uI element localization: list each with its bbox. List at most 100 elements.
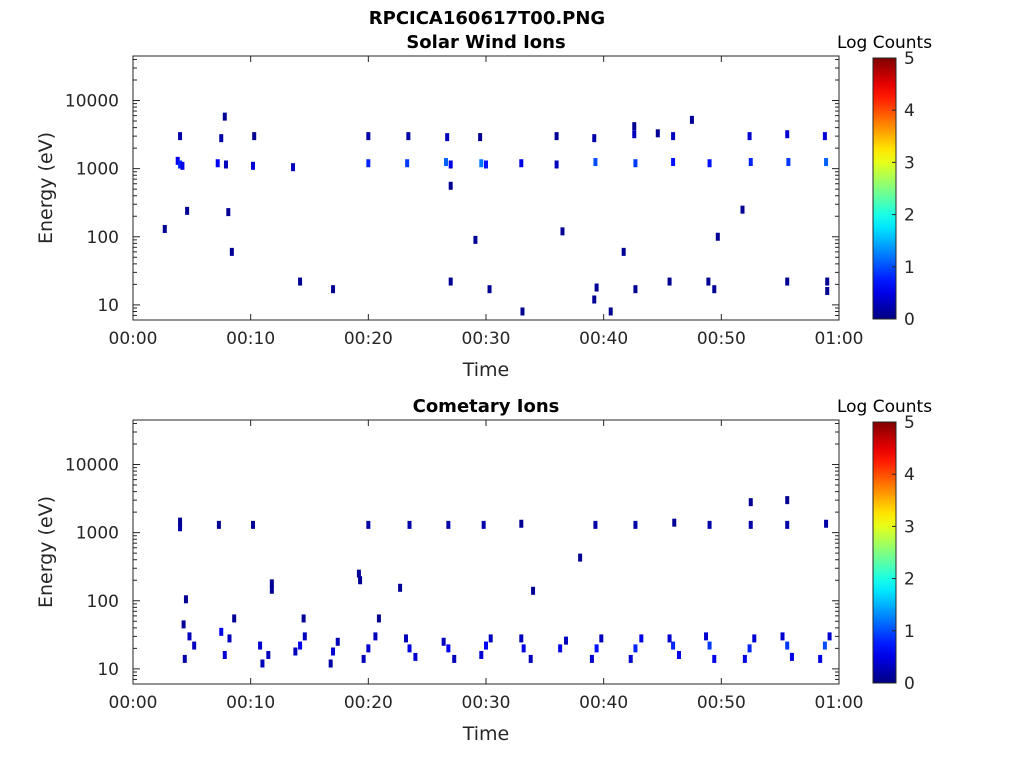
colorbar-tick-label: 2 <box>904 206 915 226</box>
data-cell <box>331 647 336 656</box>
data-cell <box>448 160 453 169</box>
x-tick-label: 00:40 <box>579 693 628 713</box>
plot-area <box>133 56 839 320</box>
data-cell <box>481 520 486 529</box>
data-cell <box>232 614 237 623</box>
data-cell <box>178 517 183 526</box>
data-cell <box>671 641 676 650</box>
data-cell <box>554 160 559 169</box>
data-cell <box>785 641 790 650</box>
data-cell <box>215 159 220 168</box>
data-cell <box>825 277 830 286</box>
data-cell <box>822 132 827 141</box>
data-cell <box>785 130 790 139</box>
data-cell <box>187 632 192 641</box>
data-cell <box>628 654 633 663</box>
data-cell <box>715 232 720 241</box>
data-cell <box>818 654 823 663</box>
data-cell <box>441 637 446 646</box>
data-cell <box>488 634 493 643</box>
data-cell <box>473 235 478 244</box>
data-cell <box>366 132 371 141</box>
data-cell <box>712 654 717 663</box>
data-cell <box>780 632 785 641</box>
data-cell <box>521 644 526 653</box>
x-tick-label: 00:10 <box>226 693 275 713</box>
data-cell <box>192 641 197 650</box>
data-cell <box>162 224 167 233</box>
data-cell <box>446 644 451 653</box>
data-cell <box>707 520 712 529</box>
data-cell <box>712 285 717 294</box>
data-cell <box>258 641 263 650</box>
data-cell <box>178 160 183 169</box>
colorbar-tick-label: 0 <box>904 310 915 330</box>
data-cell <box>484 160 488 169</box>
data-cell <box>335 637 340 646</box>
x-tick-label: 00:00 <box>109 693 158 713</box>
data-cell <box>445 133 450 142</box>
colorbar-tick-label: 3 <box>904 153 915 173</box>
data-cell <box>827 632 832 641</box>
y-tick-label: 10 <box>97 296 119 316</box>
data-cell <box>578 553 583 562</box>
data-cell <box>366 159 371 168</box>
y-axis-label: Energy (eV) <box>35 496 57 608</box>
data-cell <box>219 134 224 143</box>
data-cell <box>639 634 644 643</box>
data-cell <box>406 132 411 141</box>
data-cell <box>251 520 256 529</box>
data-cell <box>824 158 829 167</box>
data-cell <box>178 132 183 141</box>
data-cell <box>269 585 274 594</box>
data-cell <box>752 634 757 643</box>
data-cell <box>667 634 672 643</box>
data-cell <box>479 159 484 168</box>
data-cell <box>185 206 190 215</box>
colorbar-tick-label: 5 <box>904 49 915 69</box>
data-cell <box>298 277 303 286</box>
data-cell <box>403 634 408 643</box>
data-cell <box>742 654 747 663</box>
data-cell <box>704 632 709 641</box>
colorbar-tick-label: 3 <box>904 517 915 537</box>
plot-area <box>133 420 839 684</box>
data-cell <box>747 132 752 141</box>
data-cell <box>667 277 672 286</box>
data-cell <box>266 650 271 659</box>
data-cell <box>452 654 457 663</box>
colorbar <box>873 58 896 319</box>
data-cell <box>531 586 536 595</box>
colorbar-tick-label: 2 <box>904 570 915 590</box>
data-cell <box>407 520 412 529</box>
x-axis-label: Time <box>462 723 510 745</box>
data-cell <box>558 644 563 653</box>
data-cell <box>655 129 660 138</box>
data-cell <box>216 520 221 529</box>
panel-title: Solar Wind Ions <box>406 32 565 53</box>
data-cell <box>671 158 676 167</box>
data-cell <box>594 644 599 653</box>
x-tick-label: 00:50 <box>697 329 746 349</box>
data-cell <box>748 498 753 507</box>
figure-title: RPCICA160617T00.PNG <box>368 8 606 29</box>
data-cell <box>785 520 790 529</box>
x-tick-label: 00:30 <box>462 693 511 713</box>
data-cell <box>487 285 492 294</box>
colorbar-tick-label: 1 <box>904 622 915 642</box>
x-tick-label: 01:00 <box>815 693 864 713</box>
data-cell <box>291 163 296 172</box>
data-cell <box>398 583 403 592</box>
data-cell <box>825 286 830 295</box>
data-cell <box>269 579 274 588</box>
y-axis-label: Energy (eV) <box>35 132 57 244</box>
data-cell <box>484 641 488 650</box>
data-cell <box>223 160 228 169</box>
data-cell <box>740 205 745 214</box>
colorbar-label: Log Counts <box>837 397 932 417</box>
data-cell <box>633 159 638 168</box>
data-cell <box>226 208 231 217</box>
colorbar-tick-label: 4 <box>904 465 915 485</box>
data-cell <box>219 627 224 636</box>
